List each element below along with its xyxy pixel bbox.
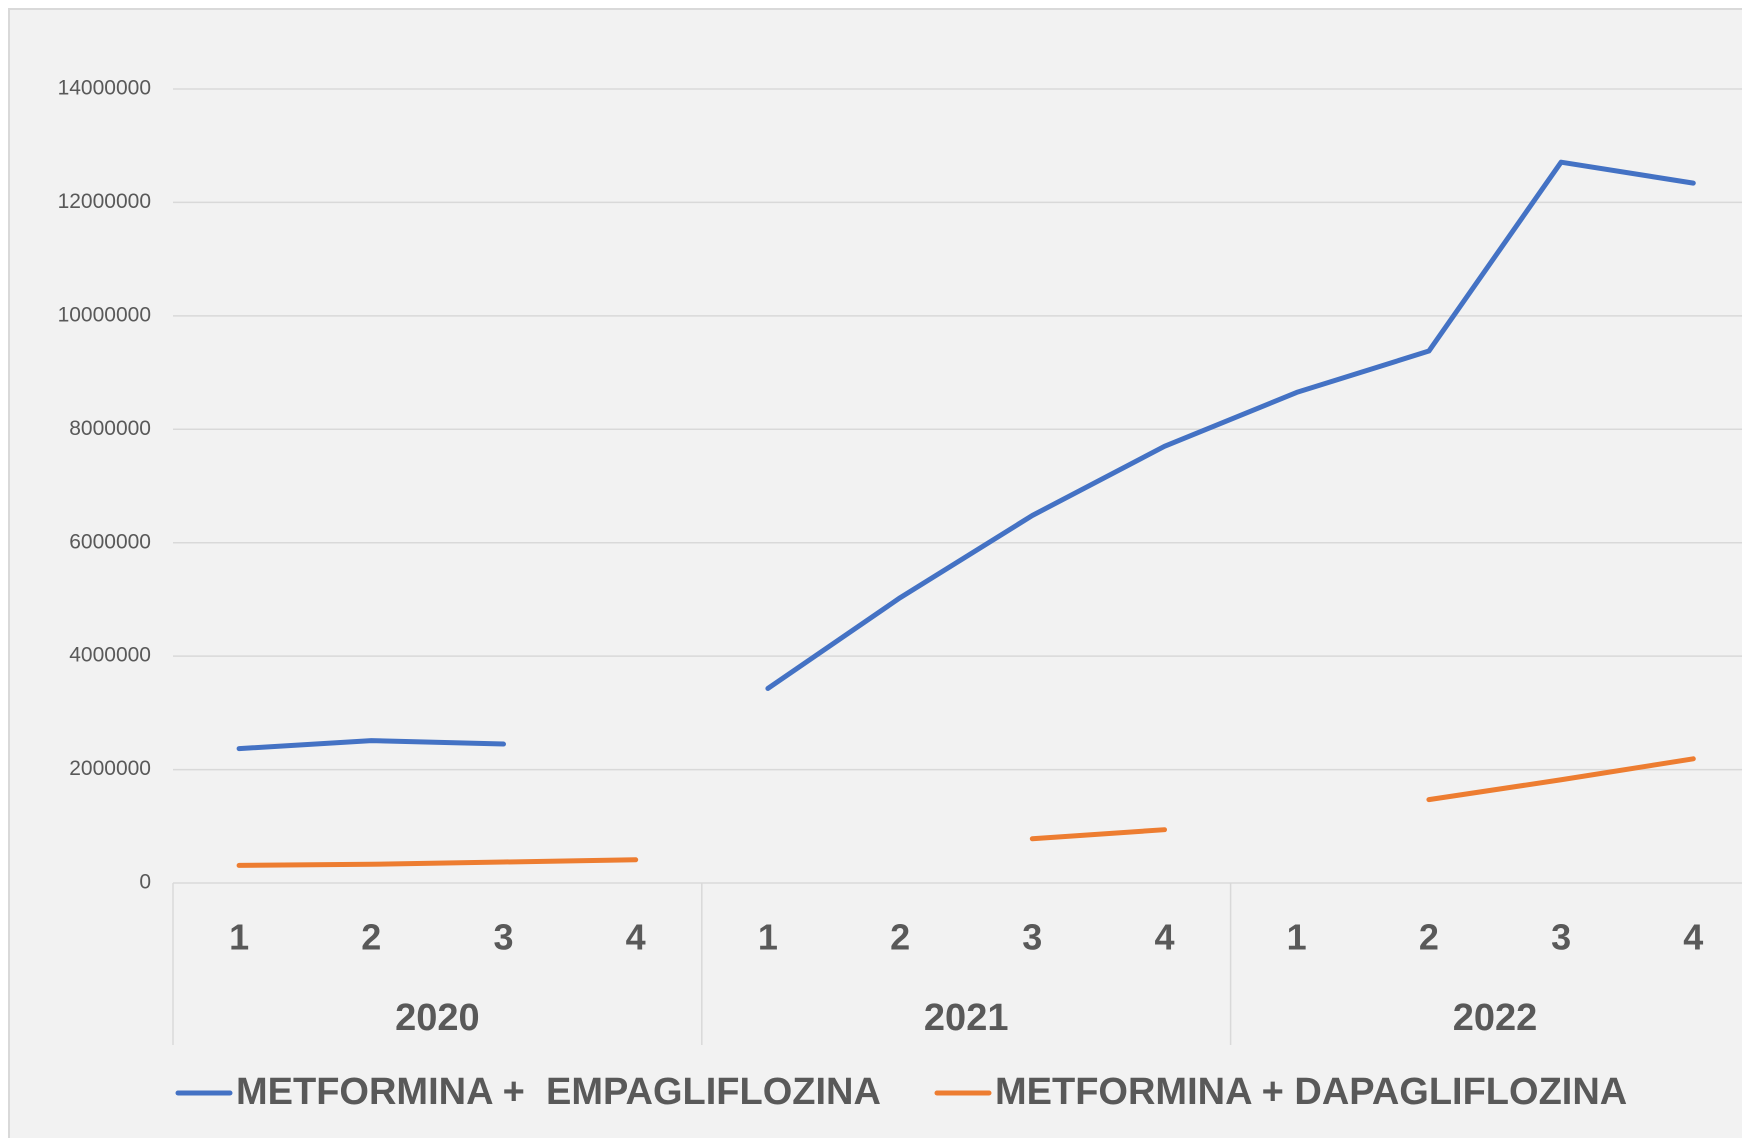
group-label: 2022 xyxy=(1453,997,1538,1039)
y-tick-label: 8000000 xyxy=(69,417,151,440)
x-tick-label: 3 xyxy=(1022,917,1042,958)
chart-area xyxy=(8,8,1742,1138)
x-tick-label: 1 xyxy=(758,917,778,958)
y-tick-label: 2000000 xyxy=(69,757,151,780)
x-tick-label: 3 xyxy=(1551,917,1571,958)
group-label: 2020 xyxy=(395,997,480,1039)
group-label: 2021 xyxy=(924,997,1009,1039)
y-tick-label: 0 xyxy=(139,871,151,894)
y-tick-label: 6000000 xyxy=(69,530,151,553)
data-line xyxy=(236,756,1696,868)
y-tick-label: 14000000 xyxy=(58,77,151,100)
x-tick-label: 4 xyxy=(626,917,646,958)
y-tick-label: 4000000 xyxy=(69,644,151,667)
x-tick-label: 2 xyxy=(1419,917,1439,958)
x-tick-label: 2 xyxy=(890,917,910,958)
x-tick-label: 1 xyxy=(1287,917,1307,958)
legend-label: METFORMINA + DAPAGLIFLOZINA xyxy=(995,1071,1627,1113)
y-tick-label: 12000000 xyxy=(58,190,151,213)
data-line xyxy=(236,159,1696,752)
y-tick-label: 10000000 xyxy=(58,303,151,326)
x-tick-label: 1 xyxy=(229,917,249,958)
x-tick-label: 4 xyxy=(1154,917,1174,958)
x-tick-label: 4 xyxy=(1683,917,1703,958)
legend-label: METFORMINA + EMPAGLIFLOZINA xyxy=(236,1071,881,1113)
x-tick-label: 2 xyxy=(361,917,381,958)
x-tick-label: 3 xyxy=(493,917,513,958)
